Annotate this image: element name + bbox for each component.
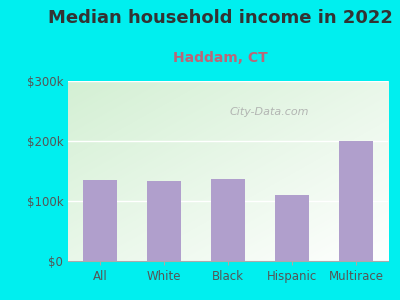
Bar xyxy=(339,141,373,261)
Text: Haddam, CT: Haddam, CT xyxy=(173,51,267,65)
Bar xyxy=(147,181,181,261)
Bar xyxy=(83,180,117,261)
Bar xyxy=(211,179,245,261)
Text: Median household income in 2022: Median household income in 2022 xyxy=(48,9,392,27)
Text: City-Data.com: City-Data.com xyxy=(230,106,309,117)
Bar xyxy=(275,195,309,261)
